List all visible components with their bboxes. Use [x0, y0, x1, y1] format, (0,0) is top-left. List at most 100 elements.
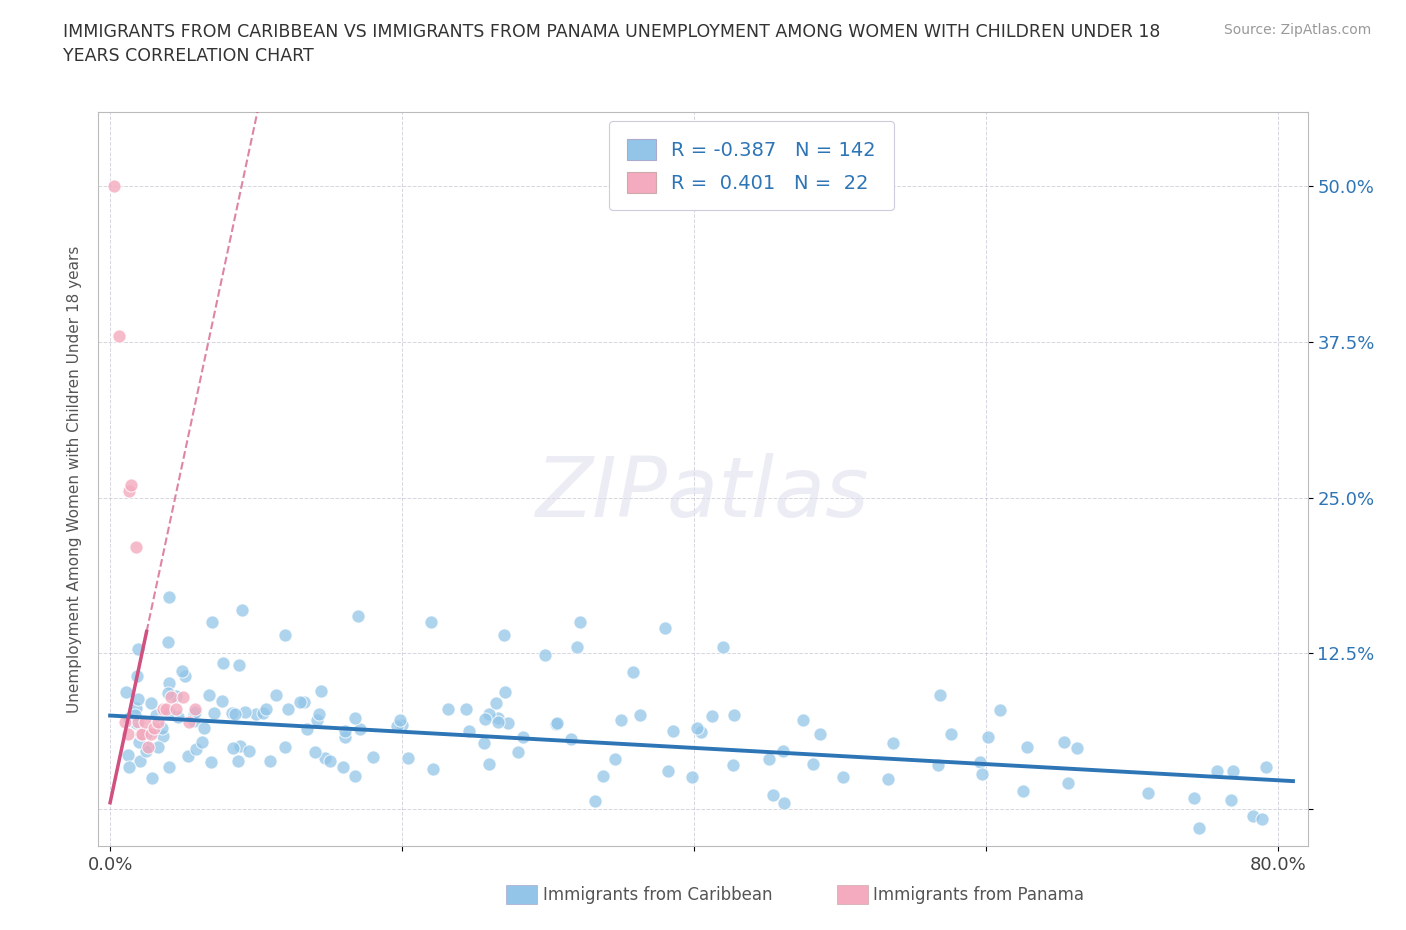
Point — [170, 664, 193, 679]
Point — [131, 726, 153, 741]
Point — [157, 760, 180, 775]
Point — [118, 759, 141, 774]
Point — [335, 729, 357, 744]
Point — [610, 712, 633, 727]
Point — [115, 684, 138, 699]
Point — [165, 688, 187, 703]
Point — [534, 647, 557, 662]
Point — [1056, 776, 1078, 790]
Point — [117, 726, 139, 741]
Point — [136, 739, 159, 754]
Point — [1222, 764, 1244, 778]
Point — [420, 615, 443, 630]
Point — [1254, 760, 1277, 775]
Point — [454, 701, 477, 716]
Point — [129, 753, 152, 768]
Point — [124, 708, 146, 723]
Point — [120, 478, 142, 493]
Point — [508, 745, 530, 760]
Point — [231, 603, 253, 618]
Point — [494, 627, 516, 642]
Text: Immigrants from Caribbean: Immigrants from Caribbean — [543, 885, 772, 904]
Point — [689, 724, 711, 739]
Point — [361, 750, 384, 764]
Point — [1182, 790, 1205, 805]
Point — [721, 757, 744, 772]
Point — [988, 702, 1011, 717]
Point — [1053, 735, 1076, 750]
Point — [125, 715, 148, 730]
Point — [1137, 786, 1160, 801]
Point — [212, 656, 235, 671]
Point — [308, 707, 330, 722]
Point — [202, 706, 225, 721]
Point — [226, 753, 249, 768]
Point — [245, 707, 267, 722]
Point — [1017, 739, 1039, 754]
Point — [156, 686, 179, 701]
Point — [387, 719, 409, 734]
Point — [1241, 809, 1264, 824]
Point — [657, 764, 679, 778]
Point — [198, 688, 221, 703]
Point — [152, 729, 174, 744]
Point — [758, 752, 780, 767]
Point — [662, 724, 685, 738]
Point — [160, 689, 183, 704]
Point — [792, 712, 814, 727]
Point — [1188, 820, 1211, 835]
Point — [134, 714, 156, 729]
Point — [1206, 764, 1229, 778]
Point — [681, 770, 703, 785]
Point — [457, 724, 479, 738]
Point — [422, 762, 444, 777]
Point — [1220, 792, 1243, 807]
Point — [939, 726, 962, 741]
Point — [347, 608, 370, 623]
Point — [222, 740, 245, 755]
Point — [184, 741, 207, 756]
Point — [128, 734, 150, 749]
Point — [304, 745, 326, 760]
Point — [135, 725, 157, 740]
Point — [157, 704, 180, 719]
Point — [1012, 783, 1035, 798]
Point — [472, 736, 495, 751]
Point — [512, 729, 534, 744]
Point — [567, 640, 589, 655]
Point — [167, 710, 190, 724]
Text: IMMIGRANTS FROM CARIBBEAN VS IMMIGRANTS FROM PANAMA UNEMPLOYMENT AMONG WOMEN WIT: IMMIGRANTS FROM CARIBBEAN VS IMMIGRANTS … — [63, 23, 1160, 65]
Point — [343, 769, 366, 784]
Point — [224, 707, 246, 722]
Point — [157, 634, 180, 649]
Point — [148, 714, 170, 729]
Text: Immigrants from Panama: Immigrants from Panama — [873, 885, 1084, 904]
Point — [292, 695, 315, 710]
Point — [478, 707, 501, 722]
Point — [127, 642, 149, 657]
Point — [238, 743, 260, 758]
Point — [142, 721, 165, 736]
Point — [335, 724, 357, 738]
Point — [713, 640, 735, 655]
Point — [773, 796, 796, 811]
Point — [977, 730, 1000, 745]
Point — [877, 772, 900, 787]
Point — [344, 711, 367, 725]
Point — [118, 484, 141, 498]
Point — [592, 769, 614, 784]
Point — [295, 722, 318, 737]
Point — [485, 696, 508, 711]
Point — [135, 741, 157, 756]
Point — [201, 615, 224, 630]
Point — [723, 708, 745, 723]
Point — [177, 749, 200, 764]
Point — [114, 714, 136, 729]
Point — [349, 722, 371, 737]
Point — [127, 714, 149, 729]
Point — [1251, 811, 1274, 826]
Point — [277, 702, 299, 717]
Point — [266, 687, 288, 702]
Point — [127, 669, 149, 684]
Point — [568, 614, 591, 629]
